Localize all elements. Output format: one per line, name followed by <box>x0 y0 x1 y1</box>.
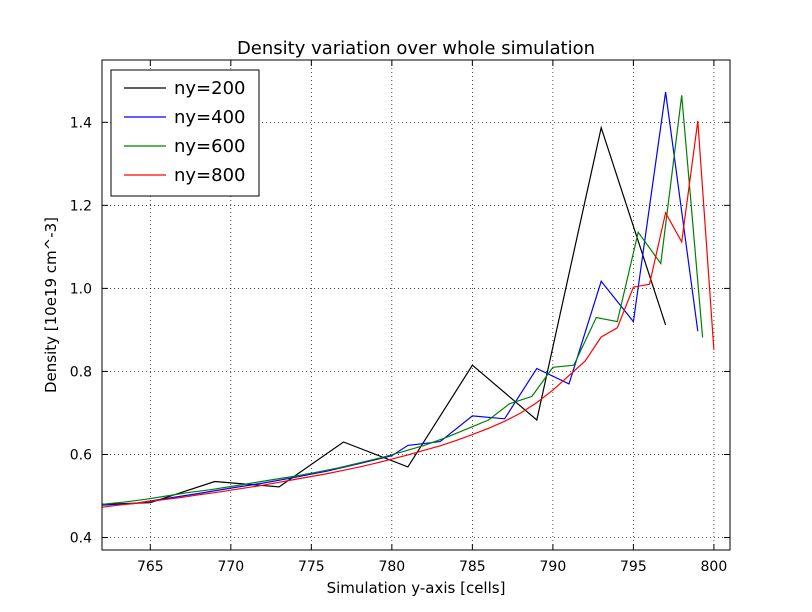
y-tick-label: 0.4 <box>70 531 92 547</box>
legend: ny=200 ny=400 ny=600 ny=800 <box>110 69 260 197</box>
y-tick-label: 1.4 <box>70 115 92 131</box>
x-tick-label: 785 <box>459 559 486 575</box>
x-axis-label: Simulation y-axis [cells] <box>327 579 506 597</box>
y-tick-label: 1.0 <box>70 281 92 297</box>
y-tick-label: 0.6 <box>70 447 92 463</box>
legend-label: ny=800 <box>174 165 246 186</box>
plot-frame <box>101 59 731 551</box>
legend-label: ny=600 <box>174 136 246 157</box>
x-tick-label: 765 <box>137 559 164 575</box>
series-line-ny-400 <box>101 91 699 506</box>
tick-layer: 765 770 775 780 785 790 795 800 0.4 0.6 0.8 1.0 1.2 1… <box>70 60 730 575</box>
series-line-ny-600 <box>101 95 704 505</box>
x-tick-label: 790 <box>540 559 567 575</box>
x-tick-label: 775 <box>298 559 325 575</box>
y-tick-label: 0.8 <box>70 364 92 380</box>
chart-title: Density variation over whole simulation <box>237 38 595 59</box>
series-line-ny-800 <box>101 120 715 508</box>
x-tick-label: 780 <box>378 559 405 575</box>
legend-label: ny=200 <box>174 78 246 99</box>
x-tick-label: 770 <box>217 559 244 575</box>
y-axis-label: Density [10e19 cm^-3] <box>42 217 60 393</box>
series-layer <box>101 91 715 508</box>
legend-label: ny=400 <box>174 107 246 128</box>
y-tick-label: 1.2 <box>70 198 92 214</box>
x-tick-label: 800 <box>701 559 728 575</box>
series-line-ny-200 <box>101 125 667 505</box>
x-tick-label: 795 <box>620 559 647 575</box>
